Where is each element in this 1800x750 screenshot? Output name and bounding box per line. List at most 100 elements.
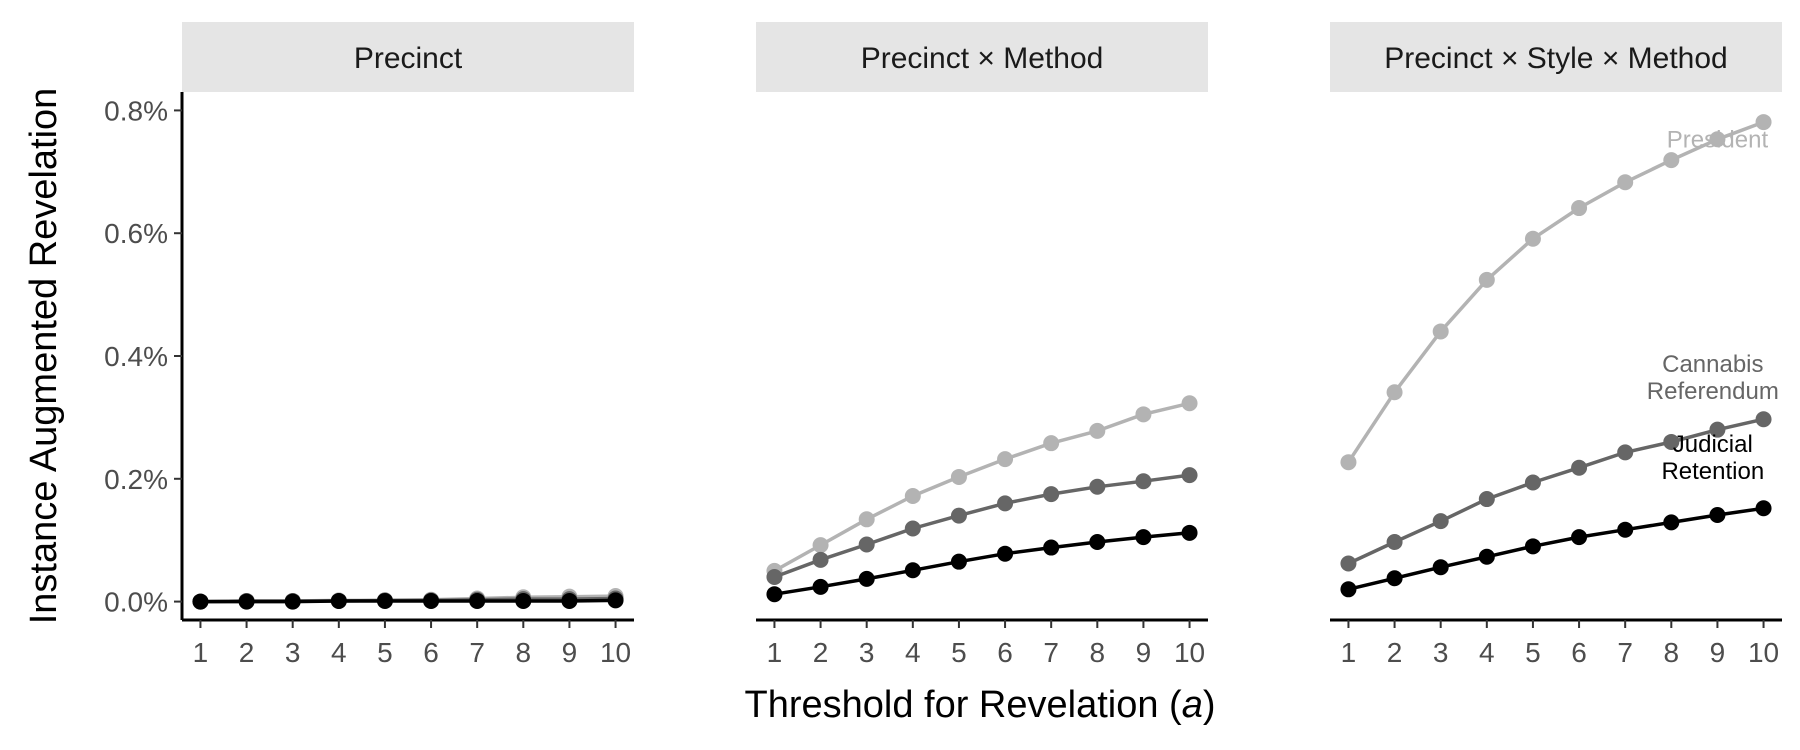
x-tick-label: 4 xyxy=(905,637,921,668)
x-tick-label: 1 xyxy=(1341,637,1357,668)
data-point-judicial-retention xyxy=(607,592,624,609)
series-cannabis-referendum xyxy=(1340,411,1772,572)
data-point-judicial-retention xyxy=(561,592,578,609)
data-point-judicial-retention xyxy=(1181,524,1198,541)
x-axis-title-suffix: ) xyxy=(1203,684,1216,726)
data-point-president xyxy=(1432,323,1449,340)
x-tick-label: 7 xyxy=(469,637,485,668)
x-tick-label: 1 xyxy=(767,637,783,668)
series-president xyxy=(766,395,1198,579)
y-tick-label: 0.8% xyxy=(104,95,168,126)
x-tick-label: 9 xyxy=(562,637,578,668)
data-point-judicial-retention xyxy=(1755,500,1772,517)
x-tick-label: 4 xyxy=(1479,637,1495,668)
series-line-judicial-retention xyxy=(774,531,1190,596)
series-judicial-retention xyxy=(766,524,1198,603)
panel-3: Precinct × Style × Method 1 2 3 4 5 6 7 8 9 10 Pres… xyxy=(1330,22,1782,668)
data-point-judicial-retention xyxy=(1089,534,1106,551)
data-point-cannabis-referendum xyxy=(1181,467,1198,484)
data-point-cannabis-referendum xyxy=(997,495,1014,512)
data-point-president xyxy=(1524,230,1541,247)
data-point-cannabis-referendum xyxy=(1524,474,1541,491)
x-axis-title: Threshold for Revelation (a) xyxy=(744,684,1215,726)
data-point-president xyxy=(1755,114,1772,131)
data-point-cannabis-referendum xyxy=(1386,534,1403,551)
series-judicial-retention xyxy=(192,592,624,610)
data-point-judicial-retention xyxy=(858,570,875,587)
series-line-judicial-retention xyxy=(200,598,616,604)
x-tick-label: 2 xyxy=(1387,637,1403,668)
data-point-judicial-retention xyxy=(766,586,783,603)
x-tick-label: 10 xyxy=(600,637,631,668)
data-point-president xyxy=(1181,395,1198,412)
data-point-judicial-retention xyxy=(515,592,532,609)
x-tick-label: 3 xyxy=(1433,637,1449,668)
panel-1: Precinct 1 2 3 4 5 6 7 8 9 10 0.0% 0.2% 0.4% 0.6% 0.8% xyxy=(104,22,634,668)
x-tick-label: 10 xyxy=(1748,637,1779,668)
data-point-president xyxy=(1089,422,1106,439)
data-point-judicial-retention xyxy=(1617,521,1634,538)
x-tick-label: 9 xyxy=(1710,637,1726,668)
data-point-judicial-retention xyxy=(1524,538,1541,555)
data-point-judicial-retention xyxy=(1663,514,1680,531)
data-point-president xyxy=(812,537,829,554)
data-point-cannabis-referendum xyxy=(1617,444,1634,461)
data-point-president xyxy=(858,511,875,528)
data-point-president xyxy=(1340,454,1357,471)
series-cannabis-referendum xyxy=(766,467,1198,586)
series-line-president xyxy=(1346,120,1765,464)
data-point-cannabis-referendum xyxy=(1571,459,1588,476)
data-point-judicial-retention xyxy=(1043,539,1060,556)
x-tick-label: 7 xyxy=(1043,637,1059,668)
data-point-cannabis-referendum xyxy=(950,507,967,524)
data-point-judicial-retention xyxy=(1478,548,1495,565)
x-tick-label: 6 xyxy=(997,637,1013,668)
data-point-judicial-retention xyxy=(950,553,967,570)
x-tick-label: 9 xyxy=(1136,637,1152,668)
x-tick-label: 8 xyxy=(1090,637,1106,668)
x-tick-label: 5 xyxy=(377,637,393,668)
data-point-president xyxy=(1571,200,1588,217)
x-tick-label: 3 xyxy=(285,637,301,668)
panel-title: Precinct xyxy=(354,42,463,75)
data-point-cannabis-referendum xyxy=(812,551,829,568)
series-label-line: Cannabis xyxy=(1662,351,1763,378)
data-point-president xyxy=(1043,435,1060,452)
data-point-cannabis-referendum xyxy=(1709,421,1726,438)
y-tick-label: 0.6% xyxy=(104,218,168,249)
data-point-cannabis-referendum xyxy=(1478,491,1495,508)
data-point-president xyxy=(1478,271,1495,288)
data-point-judicial-retention xyxy=(330,592,347,609)
x-tick-label: 10 xyxy=(1174,637,1205,668)
data-point-judicial-retention xyxy=(192,593,209,610)
data-point-judicial-retention xyxy=(376,592,393,609)
series-label-line: Judicial xyxy=(1673,431,1753,458)
series-line-judicial-retention xyxy=(1347,506,1764,592)
panel-strip xyxy=(182,22,634,92)
data-point-judicial-retention xyxy=(284,593,301,610)
x-tick-label: 8 xyxy=(1664,637,1680,668)
panel-strip xyxy=(756,22,1208,92)
y-tick-label: 0.0% xyxy=(104,587,168,618)
series-label-line: Retention xyxy=(1661,458,1764,485)
data-point-cannabis-referendum xyxy=(1340,555,1357,572)
data-point-president xyxy=(997,451,1014,468)
data-point-cannabis-referendum xyxy=(1043,486,1060,503)
series-president xyxy=(1340,114,1772,471)
x-tick-label: 7 xyxy=(1617,637,1633,668)
series-line-president xyxy=(773,401,1191,573)
series-label-line: Referendum xyxy=(1647,378,1779,405)
y-axis-title: Instance Augmented Revelation xyxy=(23,88,65,625)
data-point-judicial-retention xyxy=(423,592,440,609)
x-tick-label: 5 xyxy=(951,637,967,668)
data-point-judicial-retention xyxy=(1432,559,1449,576)
x-tick-label: 2 xyxy=(239,637,255,668)
data-point-cannabis-referendum xyxy=(904,520,921,537)
series-label-line: President xyxy=(1667,126,1769,153)
data-point-judicial-retention xyxy=(238,593,255,610)
data-point-cannabis-referendum xyxy=(1663,433,1680,450)
data-point-president xyxy=(904,487,921,504)
